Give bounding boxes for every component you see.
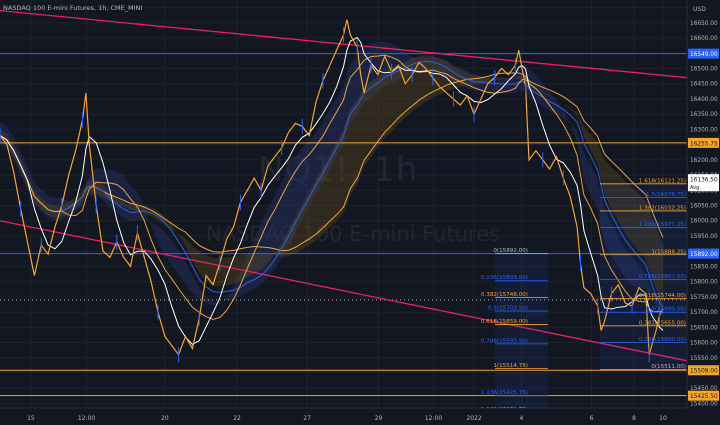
fib-right-zone bbox=[600, 183, 687, 370]
fib-right-label: 1.382(16032.25) bbox=[639, 205, 686, 211]
fib-left-label: 0.382(15748.00) bbox=[481, 292, 528, 298]
y-tick-label: 16300.00 bbox=[690, 127, 718, 133]
ema-fast-white bbox=[0, 36, 664, 346]
y-tick-label: 15750.00 bbox=[690, 295, 718, 301]
ma-orange bbox=[0, 54, 664, 320]
level-axis-label-bg bbox=[688, 390, 719, 401]
x-tick-label: 6 bbox=[590, 415, 594, 422]
fib-right-label: 1.236(15977.25) bbox=[639, 222, 686, 228]
x-tick-label: 29 bbox=[375, 415, 383, 422]
x-tick-label: 8 bbox=[632, 415, 636, 422]
y-tick-label: 16350.00 bbox=[690, 112, 718, 118]
y-tick-label: 16500.00 bbox=[690, 67, 718, 73]
current-price-label-bg bbox=[688, 174, 719, 192]
x-tick-label: 12:00 bbox=[425, 415, 442, 422]
fib-left-label: 1(15514.75) bbox=[493, 363, 528, 369]
x-tick-label: 22 bbox=[233, 415, 241, 422]
y-tick-label: 15850.00 bbox=[690, 264, 718, 270]
y-tick-label: 16100.00 bbox=[690, 188, 718, 194]
fib-right-label: 1(15888.25) bbox=[651, 249, 686, 255]
level-axis-label: 15509.00 bbox=[690, 369, 718, 375]
level-axis-label: 16549.00 bbox=[690, 52, 718, 58]
level-axis-label: 15892.00 bbox=[690, 252, 718, 258]
fib-right-label: 0.382(15655.00) bbox=[639, 320, 686, 326]
y-tick-label: 15700.00 bbox=[690, 310, 718, 316]
currency-label: USD bbox=[693, 6, 706, 13]
y-tick-label: 15650.00 bbox=[690, 325, 718, 331]
fib-right-label: 0.236(15600.00) bbox=[639, 337, 686, 343]
fib-left-label: 0.786(15595.50) bbox=[481, 338, 528, 344]
level-axis-label-bg bbox=[688, 48, 719, 59]
watermark-name: NASDAQ 100 E-mini Futures bbox=[206, 222, 500, 246]
fib-left-label: 0.236(15803.00) bbox=[481, 275, 528, 281]
y-tick-label: 16400.00 bbox=[690, 97, 718, 103]
y-tick-label: 15550.00 bbox=[690, 356, 718, 362]
x-tick-label: 12:00 bbox=[78, 415, 95, 422]
trendline-lower bbox=[0, 220, 688, 362]
y-tick-label: 15800.00 bbox=[690, 280, 718, 286]
level-axis-label-bg bbox=[688, 137, 719, 148]
cloud-band-orange bbox=[0, 55, 663, 302]
watermark-symbol: NQ1!, 1h bbox=[258, 150, 419, 190]
chart-title: NASDAQ 100 E-mini Futures, 1h, CME_MINI bbox=[3, 4, 143, 12]
y-tick-label: 16450.00 bbox=[690, 82, 718, 88]
x-tick-label: 15 bbox=[27, 415, 35, 422]
fib-right-label: 1.618(16121.25) bbox=[639, 178, 686, 184]
level-axis-label: 16255.75 bbox=[690, 141, 718, 147]
y-tick-label: 16000.00 bbox=[690, 219, 718, 225]
fib-right-label: 0(15511.00) bbox=[651, 364, 686, 370]
y-tick-label: 16600.00 bbox=[690, 36, 718, 42]
x-tick-label: 2022 bbox=[466, 415, 481, 422]
level-axis-label-bg bbox=[688, 248, 719, 259]
x-tick-label: 20 bbox=[161, 415, 169, 422]
y-tick-label: 15950.00 bbox=[690, 234, 718, 240]
ma-slow-orange bbox=[0, 72, 664, 253]
y-tick-label: 15600.00 bbox=[690, 341, 718, 347]
y-tick-label: 15400.00 bbox=[690, 401, 718, 407]
fib-left-label: 0.618(15659.00) bbox=[481, 319, 528, 325]
level-axis-label-bg bbox=[688, 365, 719, 376]
time-axis-bg bbox=[0, 408, 720, 425]
y-tick-label: 16050.00 bbox=[690, 204, 718, 210]
y-tick-label: 16200.00 bbox=[690, 158, 718, 164]
fib-left-zone bbox=[495, 253, 548, 413]
price-series-line bbox=[0, 19, 664, 356]
price-axis-bg bbox=[687, 0, 720, 425]
fib-right-label: 1.5(16076.75) bbox=[646, 192, 686, 198]
current-price-sub: Avg bbox=[690, 185, 699, 191]
fib-right-label: 0.786(15807.50) bbox=[639, 274, 686, 280]
x-tick-label: 4 bbox=[520, 415, 524, 422]
ma-blue bbox=[0, 60, 664, 308]
fib-right-label: 0.618(15744.00) bbox=[639, 293, 686, 299]
cloud-band bbox=[0, 41, 663, 317]
fib-left-label: 0.5(15703.50) bbox=[488, 306, 528, 312]
fib-right-label: 0.5(15699.50) bbox=[646, 307, 686, 313]
trendline-upper bbox=[0, 10, 688, 79]
x-tick-label: 27 bbox=[303, 415, 311, 422]
y-tick-label: 16650.00 bbox=[690, 21, 718, 27]
level-axis-label: 15425.50 bbox=[690, 394, 718, 400]
fib-left-label: 0(15892.00) bbox=[493, 248, 528, 254]
fib-left-label: 1.236(15425.75) bbox=[481, 390, 528, 396]
x-tick-label: 10 bbox=[659, 415, 667, 422]
y-tick-label: 15450.00 bbox=[690, 386, 718, 392]
current-price-label: 16136.50 bbox=[690, 178, 718, 184]
